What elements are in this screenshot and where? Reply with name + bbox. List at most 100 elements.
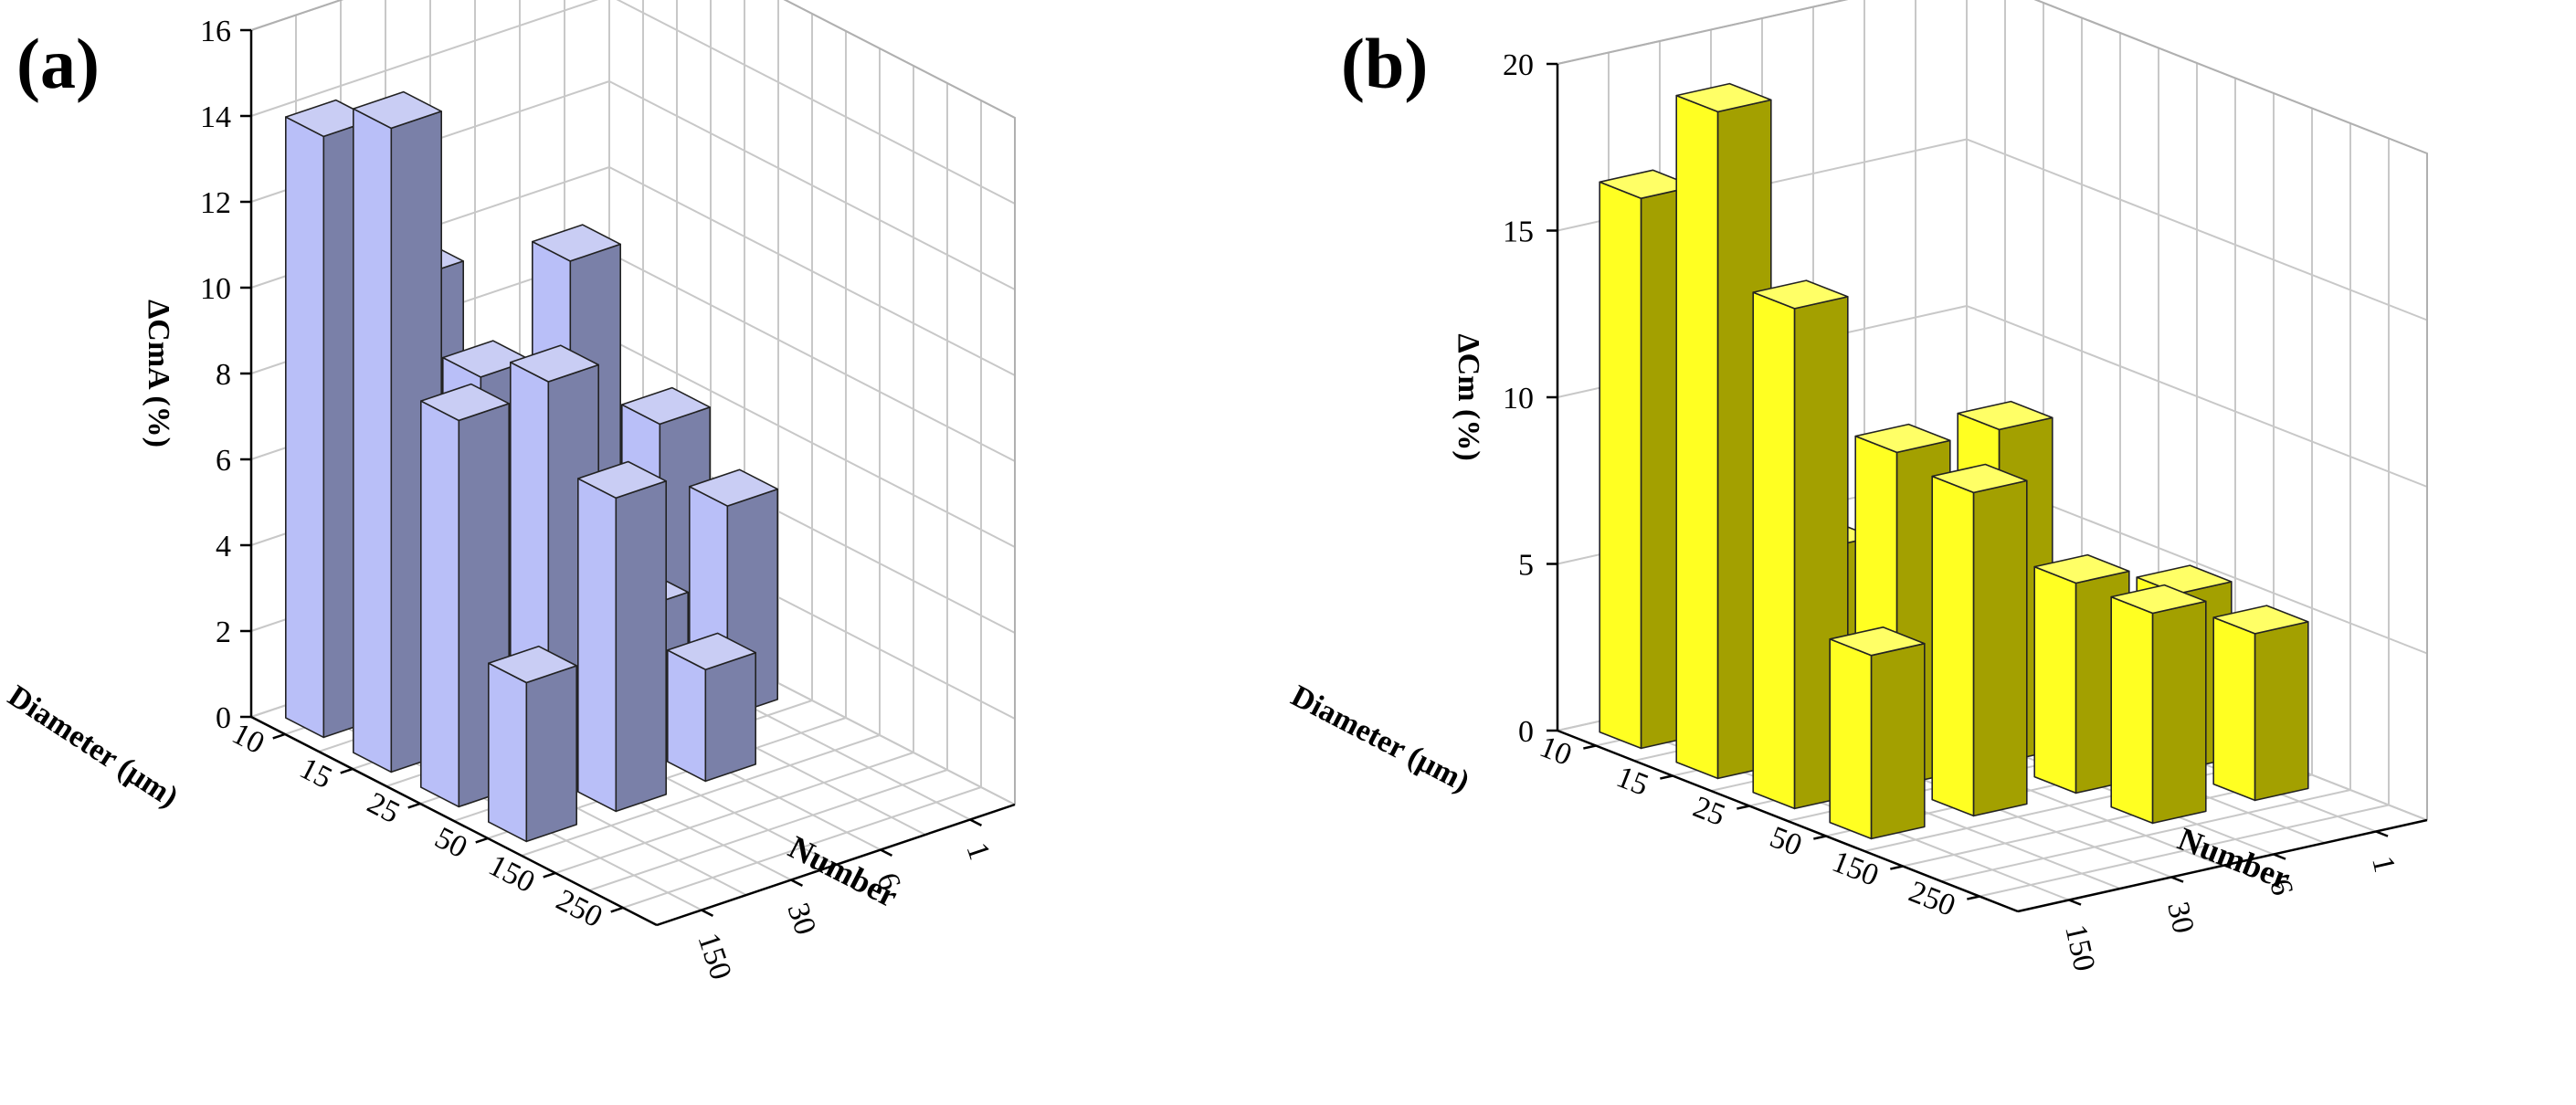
panel-1-bar-top-face (1829, 626, 1926, 657)
panel-1-bar-front-face (2212, 616, 2256, 802)
panel-0-bar-front-face (666, 649, 707, 783)
panel-0-diameter-axis-title: Diameter (μm) (2, 679, 184, 815)
panel-1-bar-front-face (1675, 94, 1719, 780)
panel-0-number-tick-label: 1 (959, 838, 996, 864)
panel-0-value-tick-label: 8 (216, 358, 231, 392)
panel-0-wall-gridline (616, 0, 1016, 205)
panel-1-value-tick-label: 10 (1503, 382, 1534, 416)
panel-0-bar-top-face (688, 468, 779, 507)
panel-0-bar-top-face (419, 383, 511, 422)
panel-1-value-tick-label: 0 (1518, 715, 1534, 749)
panel-1-wall-gridline (1966, 305, 2428, 488)
panel-1-number-tick (2170, 876, 2184, 883)
panel-1-bar-top-face (1675, 82, 1772, 113)
panel-0-value-tick-label: 4 (216, 530, 231, 563)
panel-0-number-tick-label: 150 (691, 929, 737, 984)
panel-0-bar-side-face (615, 479, 668, 813)
panel-1-number-axis (2017, 818, 2428, 913)
panel-1-bar-top-face (1957, 400, 2053, 431)
panel-1-bar-side-face (2254, 621, 2309, 802)
panel-1-diameter-tick (1583, 744, 1597, 750)
panel-0-value-tick-label: 2 (216, 616, 231, 649)
panel-0-bar-top-face (487, 645, 578, 684)
panel-0-bar-front-face (352, 108, 393, 774)
panel-0-value-tick-label: 16 (200, 15, 231, 48)
panel-0-wall-gridline (250, 0, 599, 117)
panel-0-bar-front-face (576, 478, 618, 813)
panel-0-diameter-tick-label: 150 (483, 848, 540, 900)
panel-0-bar-top-face (666, 632, 757, 671)
panel-1-number-tick (2375, 830, 2389, 837)
panel-1-bar-top-face (1752, 279, 1849, 310)
panel-0-bar-front-face (284, 116, 325, 739)
panel-1-number-tick (2068, 899, 2082, 906)
panel-1-number-tick-label: 150 (2058, 921, 2101, 974)
panel-0-wall-gridline (608, 166, 1016, 376)
panel-1-bar-1-150 (2212, 605, 2309, 802)
panel-0-value-tick-label: 14 (200, 100, 231, 134)
panel-1-bar-150-50 (1829, 626, 1926, 840)
panel-0-diameter-tick (610, 906, 624, 913)
panel-0-number-axis-title: Number (783, 828, 903, 914)
panel-1-value-tick-label: 5 (1518, 549, 1534, 583)
panel-0-bars (284, 90, 779, 843)
panel-0-number-tick (969, 818, 983, 827)
panel-0-diameter-axis (250, 715, 658, 927)
panel-1-bar-front-face (1599, 181, 1642, 750)
panel-1-diameter-axis (1557, 729, 2019, 913)
panel-0-bar-front-face (419, 400, 460, 808)
panel-a-chart: (a) 0246810121416101525501502501503061ΔC… (2, 0, 1016, 984)
panel-0-wall-gridline (608, 338, 1016, 548)
panel-0-bar-side-face (525, 665, 578, 843)
panel-0-value-axis-title: ΔCmA (%) (142, 300, 175, 447)
panel-0-bar-top-face (509, 344, 600, 383)
panel-0-bar-6-50 (666, 632, 757, 783)
panel-1-diameter-tick-label: 150 (1828, 845, 1884, 893)
panel-0-bar-side-face (704, 651, 757, 783)
panel-1-bar-front-face (1931, 475, 1975, 817)
panel-1-bar-30-50 (1931, 463, 2028, 817)
panel-1-bar-front-face (1829, 637, 1873, 840)
panel-0-value-tick-label: 12 (200, 186, 231, 220)
panel-0-number-tick-label: 30 (780, 899, 822, 939)
panel-1-diameter-tick (1660, 774, 1673, 780)
panel-0-number-tick (701, 909, 714, 918)
panel-1-diameter-tick (1890, 865, 1904, 870)
panel-0-diameter-tick-label: 250 (551, 883, 607, 934)
panel-0-diameter-tick (475, 837, 489, 844)
panel-1-bar-top-face (1854, 423, 1951, 454)
panel-1-frame (1557, 0, 2428, 820)
panel-0-diameter-tick (272, 732, 286, 740)
panel-0-bar-top-face (352, 90, 443, 130)
panel-0-frame (250, 0, 1016, 805)
panel-1-bar-top-face (1931, 463, 2028, 494)
panel-1-bar-6-150 (2110, 584, 2207, 825)
panel-1-diameter-tick-label: 250 (1905, 875, 1960, 923)
panel-0-diameter-tick (543, 871, 556, 879)
panel-1-value-tick-label: 15 (1503, 216, 1534, 249)
panel-1-number-tick (2273, 853, 2286, 860)
panel-1-bar-front-face (1752, 291, 1796, 810)
panel-1-diameter-tick (1813, 835, 1827, 840)
panel-1-number-tick-label: 1 (2365, 853, 2402, 876)
panel-1-diameter-tick (1737, 805, 1750, 810)
panel-1-bar-side-face (2151, 600, 2207, 825)
panel-0-value-tick-label: 6 (216, 444, 231, 478)
panel-1-wall-gridline (1966, 138, 2428, 321)
panel-0-number-axis (656, 803, 1016, 927)
panel-0-bar-30-50 (576, 460, 668, 813)
panel-0-wall-gridline (608, 80, 1016, 290)
panel-0-number-tick (790, 879, 804, 888)
panel-1-number-tick-label: 30 (2160, 899, 2201, 936)
panel-1-value-axis-title: ΔCm (%) (1452, 333, 1485, 460)
panel-b-label: (b) (1341, 24, 1428, 103)
panel-1-value-tick-label: 20 (1503, 48, 1534, 82)
panel-0-bar-top-face (620, 386, 712, 426)
panel-1-diameter-axis-title: Diameter (μm) (1286, 679, 1475, 799)
panel-1-bar-top-face (2033, 553, 2130, 584)
panel-0-value-tick-label: 0 (216, 701, 231, 735)
